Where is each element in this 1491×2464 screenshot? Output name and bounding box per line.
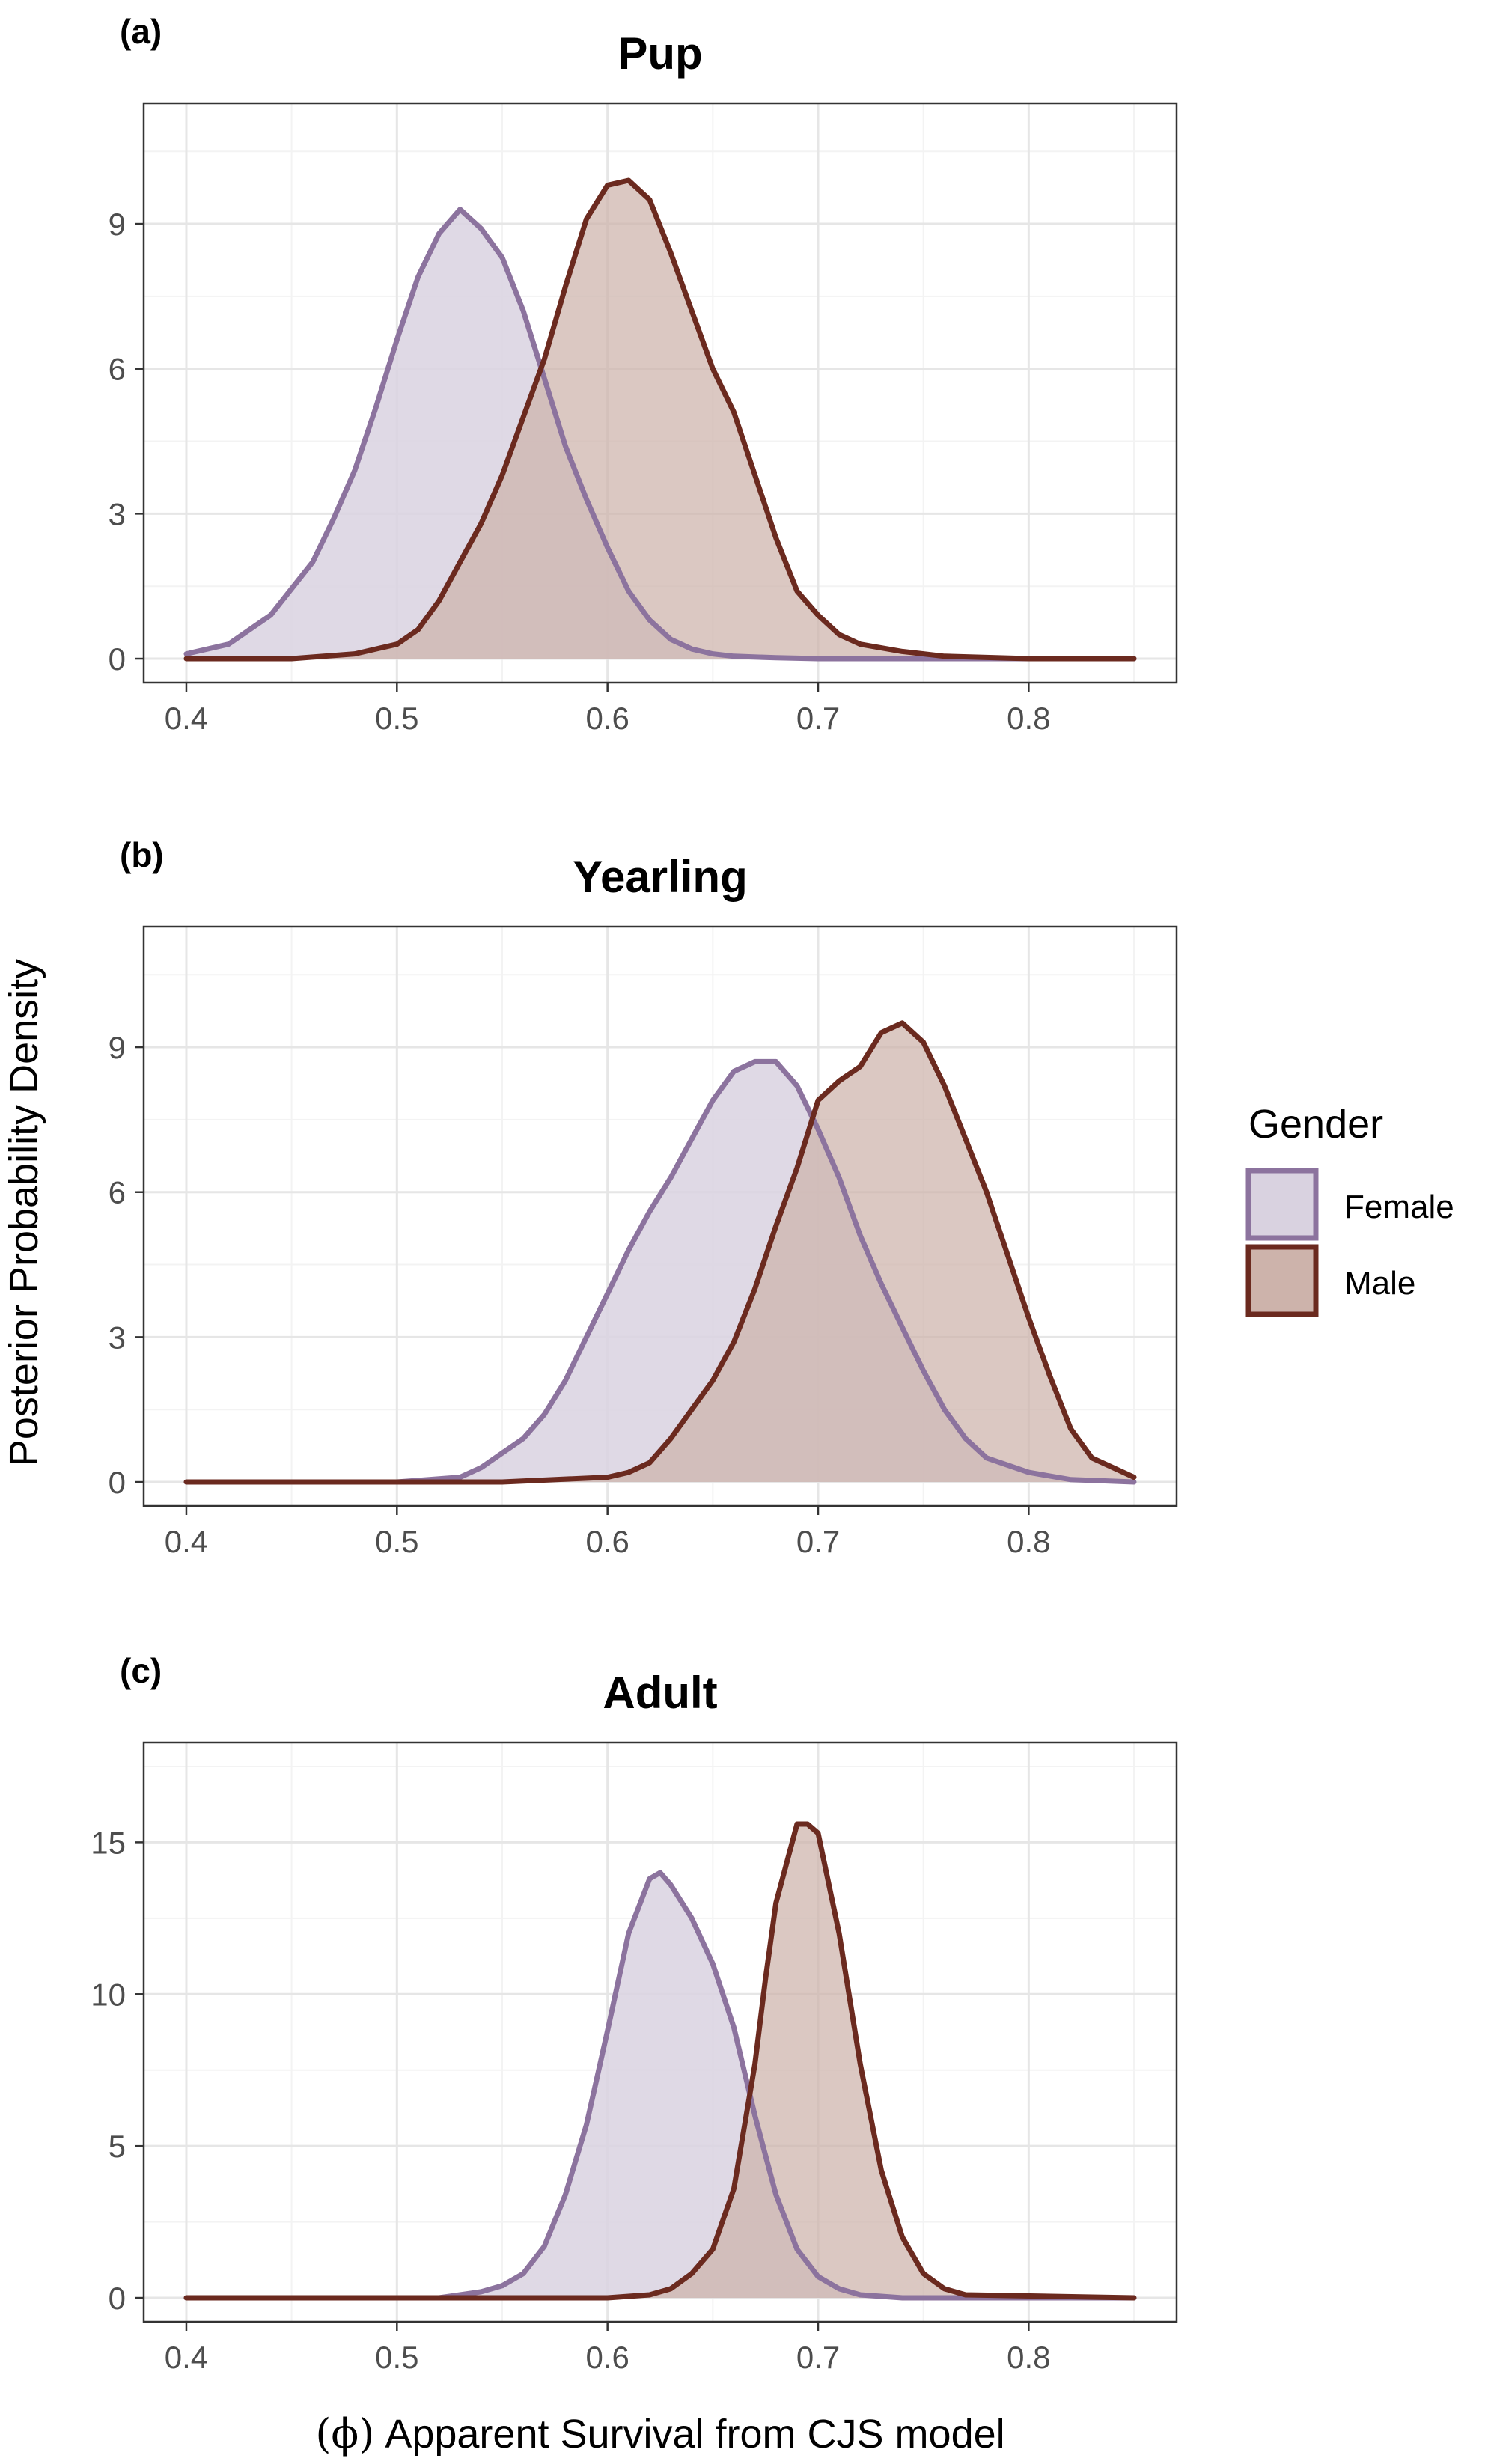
panel-tag: (c) (120, 1651, 162, 1690)
y-tick-label: 15 (91, 1825, 126, 1860)
x-axis: 0.4 0.5 0.6 0.7 0.8 (165, 1506, 1051, 1559)
density-area-male (186, 180, 1134, 659)
y-tick-label: 0 (109, 1465, 126, 1500)
y-tick-label: 9 (109, 1030, 126, 1065)
density-area-female (186, 209, 1134, 659)
x-axis-title: (ϕ) Apparent Survival from CJS model (315, 2410, 1004, 2457)
x-tick-label: 0.5 (375, 2340, 418, 2375)
density-areas (183, 1020, 1137, 1485)
y-tick-label: 6 (109, 1175, 126, 1210)
y-axis: 0 5 10 15 (91, 1825, 144, 2316)
y-axis: 0 3 6 9 (109, 1030, 144, 1500)
panel-yearling: (b) Yearling 0 3 6 9 0.4 0.5 0.6 0.7 0.8 (109, 835, 1178, 1559)
panel-tag: (b) (120, 835, 164, 874)
phi-symbol: (ϕ) (315, 2410, 374, 2457)
panel-pup: (a) Pup 0 3 6 9 0.4 0.5 0.6 0.7 0.8 (109, 12, 1178, 736)
x-tick-label: 0.6 (585, 1524, 629, 1559)
panel-adult: (c) Adult 0 5 10 15 0.4 0.5 0.6 0.7 0.8 (91, 1651, 1178, 2375)
density-line-male (183, 1821, 1137, 2301)
panel-title: Adult (603, 1668, 717, 1718)
panel-tag: (a) (120, 12, 162, 51)
y-tick-label: 6 (109, 352, 126, 387)
y-tick-label: 9 (109, 207, 126, 242)
y-axis-title: Posterior Probability Density (1, 959, 46, 1466)
x-axis-title-text: Apparent Survival from CJS model (385, 2412, 1004, 2457)
density-line-male (183, 1020, 1137, 1485)
plot-border (142, 102, 1178, 684)
x-tick-label: 0.4 (165, 1524, 208, 1559)
x-tick-label: 0.6 (585, 2340, 629, 2375)
y-tick-label: 10 (91, 1977, 126, 2012)
legend-label-male: Male (1344, 1265, 1415, 1302)
plot-border (142, 1741, 1178, 2323)
y-axis: 0 3 6 9 (109, 207, 144, 677)
plot-border (142, 925, 1178, 1507)
y-tick-label: 3 (109, 1320, 126, 1355)
density-line-female (183, 207, 1137, 662)
legend-title: Gender (1248, 1102, 1383, 1147)
x-tick-label: 0.5 (375, 701, 418, 736)
density-line-female (183, 1058, 1137, 1485)
panel-title: Yearling (573, 852, 747, 902)
x-tick-label: 0.6 (585, 701, 629, 736)
legend-key-male (1245, 1244, 1319, 1317)
density-area-female (186, 1873, 1134, 2298)
panel-title: Pup (618, 28, 702, 79)
x-tick-label: 0.8 (1007, 701, 1050, 736)
density-line-male (183, 177, 1137, 662)
x-tick-label: 0.5 (375, 1524, 418, 1559)
y-tick-label: 3 (109, 496, 126, 531)
legend: Gender Female Male (1245, 1102, 1454, 1317)
x-tick-label: 0.7 (796, 701, 840, 736)
legend-label-female: Female (1344, 1189, 1454, 1225)
x-axis: 0.4 0.5 0.6 0.7 0.8 (165, 683, 1051, 736)
density-areas (183, 1821, 1137, 2301)
density-areas (183, 177, 1137, 662)
density-line-female (183, 1870, 1137, 2301)
y-tick-label: 0 (109, 2281, 126, 2316)
x-tick-label: 0.8 (1007, 1524, 1050, 1559)
x-tick-label: 0.4 (165, 701, 208, 736)
y-tick-label: 5 (109, 2129, 126, 2164)
x-tick-label: 0.7 (796, 2340, 840, 2375)
y-tick-label: 0 (109, 641, 126, 677)
x-axis: 0.4 0.5 0.6 0.7 0.8 (165, 2322, 1051, 2375)
density-area-male (186, 1022, 1134, 1482)
legend-key-female (1245, 1168, 1319, 1241)
x-tick-label: 0.4 (165, 2340, 208, 2375)
x-tick-label: 0.7 (796, 1524, 840, 1559)
x-tick-label: 0.8 (1007, 2340, 1050, 2375)
